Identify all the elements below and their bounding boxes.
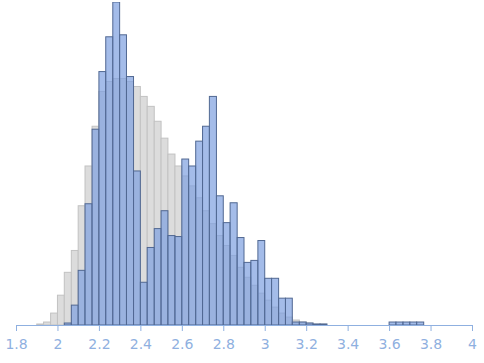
svg-text:3.8: 3.8 — [420, 336, 442, 352]
svg-text:2.2: 2.2 — [88, 336, 110, 352]
svg-text:2: 2 — [53, 336, 62, 352]
svg-text:3.2: 3.2 — [296, 336, 318, 352]
svg-text:2.6: 2.6 — [171, 336, 193, 352]
svg-text:3: 3 — [261, 336, 270, 352]
svg-text:2.4: 2.4 — [130, 336, 152, 352]
svg-text:2.8: 2.8 — [213, 336, 235, 352]
svg-text:3.4: 3.4 — [337, 336, 359, 352]
svg-text:4: 4 — [468, 336, 477, 352]
svg-text:3.6: 3.6 — [378, 336, 400, 352]
svg-text:1.8: 1.8 — [5, 336, 27, 352]
